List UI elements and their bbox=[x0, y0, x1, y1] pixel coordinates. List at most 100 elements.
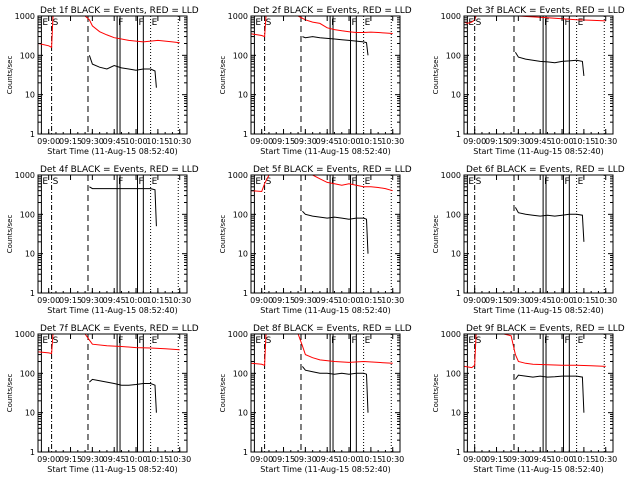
y-axis-label: Counts/sec bbox=[219, 374, 227, 413]
x-tick-label: 09:45 bbox=[316, 455, 339, 464]
event-marker-label: F bbox=[118, 177, 123, 187]
x-tick-label: 10:15 bbox=[146, 296, 169, 305]
y-tick-label: 10 bbox=[25, 250, 35, 259]
events-rate-line bbox=[302, 366, 369, 413]
event-marker-label: E bbox=[578, 18, 584, 28]
x-tick-label: 09:00 bbox=[37, 296, 60, 305]
x-tick-label: 09:45 bbox=[316, 137, 339, 146]
event-marker-label: E bbox=[365, 336, 371, 346]
y-tick-label: 100 bbox=[446, 210, 461, 219]
events-rate-line bbox=[302, 36, 369, 56]
lld-rate-line bbox=[38, 334, 180, 355]
events-rate-line bbox=[514, 374, 585, 413]
x-tick-label: 09:30 bbox=[81, 455, 104, 464]
y-tick-label: 1 bbox=[30, 130, 35, 139]
x-tick-label: 09:45 bbox=[529, 296, 552, 305]
y-tick-label: 10 bbox=[238, 409, 248, 418]
x-axis-label: Start Time (11-Aug-15 08:52:40) bbox=[260, 147, 391, 156]
x-tick-label: 09:15 bbox=[272, 137, 295, 146]
y-tick-label: 1000 bbox=[228, 330, 248, 339]
x-tick-label: 09:45 bbox=[103, 137, 126, 146]
event-marker-label: S bbox=[53, 177, 59, 187]
x-tick-label: 09:15 bbox=[485, 296, 508, 305]
event-marker-label: E bbox=[468, 177, 474, 187]
event-marker-label: F bbox=[331, 177, 336, 187]
x-tick-label: 10:00 bbox=[338, 137, 361, 146]
plot-frame bbox=[37, 15, 188, 135]
x-axis-label: Start Time (11-Aug-15 08:52:40) bbox=[260, 465, 391, 474]
x-tick-label: 09:45 bbox=[103, 455, 126, 464]
x-tick-label: 10:30 bbox=[594, 455, 617, 464]
x-tick-label: 09:00 bbox=[37, 137, 60, 146]
y-tick-label: 1 bbox=[456, 130, 461, 139]
y-axis-label: Counts/sec bbox=[432, 215, 440, 254]
x-tick-label: 10:30 bbox=[594, 296, 617, 305]
x-tick-label: 09:30 bbox=[294, 455, 317, 464]
event-marker-label: E bbox=[255, 177, 261, 187]
x-tick-label: 09:00 bbox=[463, 296, 486, 305]
x-tick-label: 10:15 bbox=[572, 137, 595, 146]
event-marker-label: E bbox=[152, 336, 158, 346]
x-tick-label: 09:00 bbox=[37, 455, 60, 464]
x-tick-label: 09:15 bbox=[59, 296, 82, 305]
x-axis-label: Start Time (11-Aug-15 08:52:40) bbox=[473, 465, 604, 474]
x-tick-label: 10:00 bbox=[125, 455, 148, 464]
events-rate-line bbox=[88, 55, 157, 88]
y-tick-label: 10 bbox=[238, 91, 248, 100]
x-tick-label: 09:30 bbox=[507, 137, 530, 146]
y-tick-label: 1 bbox=[456, 289, 461, 298]
event-marker-label: S bbox=[53, 336, 59, 346]
event-marker-label: E bbox=[468, 336, 474, 346]
y-tick-label: 10 bbox=[238, 250, 248, 259]
event-marker-label: E bbox=[578, 336, 584, 346]
panel-title: Det 8f BLACK = Events, RED = LLD bbox=[253, 324, 412, 334]
y-tick-label: 100 bbox=[233, 369, 248, 378]
y-tick-label: 100 bbox=[233, 210, 248, 219]
x-tick-label: 09:15 bbox=[272, 455, 295, 464]
event-marker-label: F bbox=[118, 18, 123, 28]
x-tick-label: 10:30 bbox=[381, 137, 404, 146]
events-rate-line bbox=[514, 51, 585, 76]
x-tick-label: 10:00 bbox=[338, 455, 361, 464]
x-tick-label: 09:30 bbox=[294, 137, 317, 146]
event-marker-label: F bbox=[351, 336, 356, 346]
x-tick-label: 10:15 bbox=[359, 137, 382, 146]
y-axis-label: Counts/sec bbox=[6, 215, 14, 254]
y-tick-label: 1000 bbox=[15, 330, 35, 339]
x-axis-label: Start Time (11-Aug-15 08:52:40) bbox=[260, 306, 391, 315]
y-tick-label: 100 bbox=[233, 51, 248, 60]
event-marker-label: F bbox=[564, 177, 569, 187]
event-marker-label: E bbox=[42, 18, 48, 28]
y-tick-label: 10 bbox=[451, 91, 461, 100]
x-axis-label: Start Time (11-Aug-15 08:52:40) bbox=[473, 147, 604, 156]
event-marker-label: E bbox=[152, 177, 158, 187]
event-marker-label: S bbox=[53, 18, 59, 28]
plot-frame bbox=[250, 333, 401, 453]
lld-rate-line bbox=[251, 175, 393, 193]
x-tick-label: 09:45 bbox=[103, 296, 126, 305]
event-marker-label: F bbox=[331, 18, 336, 28]
lld-rate-line bbox=[464, 16, 606, 24]
plot-frame bbox=[250, 174, 401, 294]
panel-title: Det 7f BLACK = Events, RED = LLD bbox=[40, 324, 199, 334]
y-tick-label: 1 bbox=[456, 448, 461, 457]
y-tick-label: 1000 bbox=[228, 171, 248, 180]
event-marker-label: E bbox=[255, 336, 261, 346]
y-tick-label: 1000 bbox=[441, 12, 461, 21]
plot-frame bbox=[463, 174, 614, 294]
y-tick-label: 1000 bbox=[441, 171, 461, 180]
y-tick-label: 10 bbox=[451, 250, 461, 259]
event-marker-label: S bbox=[266, 336, 272, 346]
x-tick-label: 10:00 bbox=[551, 137, 574, 146]
y-tick-label: 100 bbox=[446, 51, 461, 60]
y-tick-label: 100 bbox=[20, 51, 35, 60]
event-marker-label: S bbox=[476, 177, 482, 187]
lld-rate-line bbox=[464, 334, 606, 369]
y-tick-label: 100 bbox=[20, 369, 35, 378]
y-tick-label: 10 bbox=[25, 409, 35, 418]
x-tick-label: 10:00 bbox=[125, 137, 148, 146]
